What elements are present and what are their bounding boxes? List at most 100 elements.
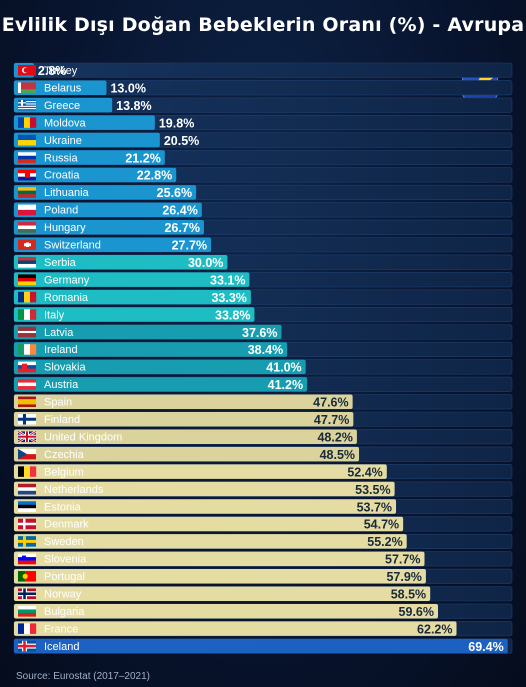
category-label: Switzerland xyxy=(44,240,101,252)
bar xyxy=(14,237,212,252)
bar xyxy=(14,289,251,305)
bar-row: Russia 21.2% xyxy=(13,149,513,165)
bar-row: Sweden 55.2% xyxy=(13,533,513,549)
value-label: 2.8% xyxy=(38,64,67,78)
flag-dk-icon xyxy=(18,518,36,530)
category-label: France xyxy=(44,623,78,635)
value-label: 22.8% xyxy=(137,169,172,183)
bar xyxy=(14,167,177,183)
bar-row: Romania 33.3% xyxy=(13,289,513,305)
value-label: 27.7% xyxy=(172,239,207,253)
bar xyxy=(14,638,508,654)
value-label: 26.4% xyxy=(162,204,197,218)
bar-row: Netherlands 53.5% xyxy=(13,481,513,497)
value-label: 69.4% xyxy=(468,640,503,654)
flag-gb-icon xyxy=(17,430,37,443)
bar-row: Bulgaria 59.6% xyxy=(13,603,513,619)
bar-row: Czechia 48.5% xyxy=(13,446,513,462)
value-label: 13.0% xyxy=(110,81,145,95)
value-label: 48.2% xyxy=(317,430,352,444)
category-label: Belarus xyxy=(44,82,82,94)
bar-row: Denmark 54.7% xyxy=(13,516,513,532)
flag-lv-icon xyxy=(18,326,36,338)
value-label: 41.2% xyxy=(268,378,303,392)
bar-row: Latvia 37.6% xyxy=(13,324,513,340)
category-label: Portugal xyxy=(44,571,85,583)
bar xyxy=(14,272,250,287)
value-label: 62.2% xyxy=(417,622,452,636)
bar xyxy=(14,115,155,130)
value-label: 52.4% xyxy=(347,465,382,479)
bar xyxy=(14,551,425,567)
bar xyxy=(14,464,387,479)
value-label: 30.0% xyxy=(188,256,223,270)
bar-row: Austria 41.2% xyxy=(13,376,513,392)
bar-row: Moldova 19.8% xyxy=(13,115,513,130)
bar xyxy=(14,516,404,532)
category-label: Latvia xyxy=(44,327,74,339)
category-label: Greece xyxy=(44,100,80,112)
flag-rs-icon xyxy=(18,256,36,268)
flag-is-icon xyxy=(18,640,36,652)
bar xyxy=(14,307,255,322)
value-label: 13.8% xyxy=(116,99,151,113)
bar xyxy=(14,586,431,601)
bar xyxy=(14,412,354,427)
value-label: 54.7% xyxy=(364,518,399,532)
bar-row: Croatia 22.8% xyxy=(13,167,513,183)
bar-row: Germany 33.1% xyxy=(13,272,513,287)
category-label: Czechia xyxy=(44,449,85,461)
bar-row: Ukraine 20.5% xyxy=(13,132,513,148)
value-label: 33.3% xyxy=(211,291,246,305)
bar-row: Hungary 26.7% xyxy=(13,219,513,235)
flag-de-icon xyxy=(18,274,36,286)
category-label: Austria xyxy=(44,379,79,391)
value-label: 41.0% xyxy=(266,361,301,375)
value-label: 53.7% xyxy=(357,500,392,514)
bar-row: Ireland 38.4% xyxy=(13,341,513,357)
flag-ru-icon xyxy=(18,152,36,163)
flag-fr-icon xyxy=(18,623,37,634)
category-label: Norway xyxy=(44,589,82,601)
category-label: Hungary xyxy=(44,222,86,234)
value-label: 59.6% xyxy=(399,605,434,619)
bar xyxy=(14,569,426,584)
bar xyxy=(14,185,197,200)
category-label: Spain xyxy=(44,397,72,409)
bar-row: Lithuania 25.6% xyxy=(13,184,513,200)
bar xyxy=(14,97,113,113)
category-label: Russia xyxy=(44,152,79,164)
bar xyxy=(14,202,202,218)
flag-si-icon xyxy=(18,553,36,565)
flag-tr-icon xyxy=(18,65,36,76)
flag-hu-icon xyxy=(18,222,36,233)
bar-row: Estonia 53.7% xyxy=(13,498,513,514)
bar-row: Serbia 30.0% xyxy=(13,254,513,270)
category-label: Ukraine xyxy=(44,135,82,147)
value-label: 47.6% xyxy=(313,396,348,410)
category-label: Belgium xyxy=(44,466,84,478)
flag-se-icon xyxy=(18,536,36,547)
category-label: Lithuania xyxy=(44,187,90,199)
bar-row: Belarus 13.0% xyxy=(13,80,513,95)
value-label: 48.5% xyxy=(320,448,355,462)
flag-ee-icon xyxy=(18,501,36,512)
value-label: 33.1% xyxy=(210,273,245,287)
category-label: Turkey xyxy=(44,65,78,77)
flag-es-icon xyxy=(18,396,36,408)
value-label: 25.6% xyxy=(157,186,192,200)
flag-cz-icon xyxy=(18,448,36,460)
bar xyxy=(14,150,165,165)
bar xyxy=(14,377,308,392)
bar-row: Greece 13.8% xyxy=(13,97,513,113)
value-label: 21.2% xyxy=(125,151,160,165)
category-label: Ireland xyxy=(44,344,78,356)
flag-ua-icon xyxy=(18,134,36,146)
flag-it-icon xyxy=(18,309,37,320)
flag-by-icon xyxy=(18,82,36,93)
category-label: Slovakia xyxy=(44,362,86,374)
flag-no-icon xyxy=(18,588,36,599)
flag-ro-icon xyxy=(18,291,37,303)
value-label: 26.7% xyxy=(164,221,199,235)
